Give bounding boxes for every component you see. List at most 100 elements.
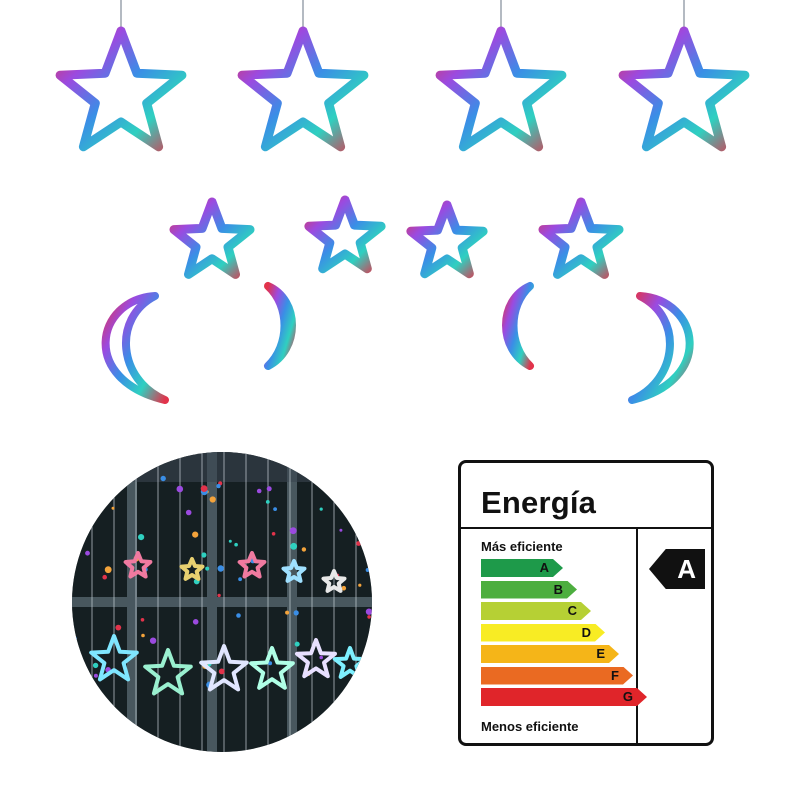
light-bulb	[160, 475, 166, 482]
light-bulb	[104, 566, 112, 574]
moon-light	[101, 292, 169, 404]
light-bulb	[201, 552, 207, 558]
light-bulb	[289, 527, 297, 535]
light-bulb	[72, 636, 77, 641]
light-bulb	[273, 507, 277, 511]
light-bulb	[111, 506, 115, 510]
star-light	[538, 197, 624, 279]
light-bulb	[234, 542, 238, 547]
moon-light	[502, 282, 534, 370]
star-light	[618, 26, 750, 152]
energy-class-letter: F	[611, 667, 619, 683]
light-bulb	[92, 662, 99, 669]
most-efficient-label: Más eficiente	[481, 539, 563, 554]
installed-lights-photo	[72, 452, 372, 752]
light-bulb	[72, 548, 77, 554]
energy-class-f: F	[481, 667, 633, 685]
energy-class-letter: C	[567, 603, 577, 618]
energy-class-letter: D	[581, 624, 591, 640]
light-bulb	[218, 668, 225, 675]
energy-class-b: B	[481, 581, 577, 599]
energy-class-letter: B	[553, 581, 563, 597]
light-bulb	[319, 655, 323, 660]
energy-rating-badge: A	[649, 549, 705, 589]
energy-class-letter: G	[622, 689, 633, 704]
moon-light	[264, 282, 296, 370]
light-bulb	[268, 661, 273, 666]
light-bulb	[93, 474, 100, 480]
light-bulb	[228, 539, 232, 543]
light-bulb	[185, 509, 192, 516]
star-light	[237, 551, 267, 579]
star-light	[169, 197, 255, 279]
light-bulb	[271, 532, 276, 536]
light-bulb	[217, 593, 221, 598]
star-light	[435, 26, 567, 152]
light-bulb	[265, 500, 270, 504]
light-bulb	[301, 547, 307, 552]
energy-class-e: E	[481, 645, 619, 663]
light-bulb	[365, 568, 370, 572]
energy-class-d: D	[481, 624, 605, 642]
divider	[636, 527, 638, 743]
star-light	[89, 634, 139, 682]
star-light	[55, 26, 187, 152]
product-illustration	[55, 0, 750, 404]
light-bulb	[365, 608, 372, 615]
light-bulb	[95, 485, 99, 489]
energy-label-title: Energía	[481, 485, 597, 520]
star-light	[406, 200, 488, 279]
light-bulb	[290, 542, 298, 550]
light-bulb	[141, 633, 145, 638]
divider	[461, 527, 711, 529]
light-bulb	[192, 619, 199, 625]
light-bulb	[83, 675, 91, 682]
star-light	[295, 638, 337, 679]
light-bulb	[140, 618, 145, 622]
hanging-wires	[120, 0, 685, 28]
star-light	[249, 646, 295, 690]
light-bulb	[93, 673, 98, 678]
light-bulb	[285, 610, 290, 615]
light-bulb	[358, 583, 362, 587]
light-bulb	[138, 534, 145, 541]
energy-class-c: C	[481, 602, 591, 620]
energy-class-letter: A	[539, 560, 549, 575]
light-bulb	[200, 485, 208, 492]
light-bulb	[85, 550, 90, 556]
product-photo	[72, 452, 372, 752]
light-bulb	[205, 566, 210, 571]
least-efficient-label: Menos eficiente	[481, 719, 579, 734]
light-bulb	[356, 541, 361, 546]
star-light	[123, 551, 153, 579]
light-bulb	[293, 610, 299, 616]
energy-class-g: G	[481, 688, 647, 706]
light-bulb	[77, 541, 82, 546]
light-bulb	[192, 531, 199, 538]
light-bulb	[359, 672, 366, 680]
light-bulb	[367, 615, 371, 619]
star-light	[199, 644, 249, 692]
light-bulb	[238, 577, 243, 582]
light-bulb	[341, 585, 347, 591]
star-light	[281, 559, 307, 583]
light-bulb	[256, 488, 262, 494]
light-bulb	[209, 496, 216, 503]
light-bulb	[217, 565, 224, 572]
energy-class-a: A	[481, 559, 563, 577]
star-light	[321, 569, 347, 593]
light-bulb	[102, 574, 107, 580]
energy-class-letter: E	[596, 646, 605, 661]
star-light	[237, 26, 369, 152]
light-bulb	[236, 613, 241, 618]
moon-light	[628, 292, 694, 404]
light-bulb	[266, 486, 272, 492]
light-bulb	[294, 641, 300, 647]
star-light	[143, 648, 193, 696]
light-bulb	[149, 637, 157, 644]
energy-rating: A	[677, 553, 696, 584]
light-bulb	[339, 528, 343, 532]
light-bulb	[115, 624, 122, 631]
